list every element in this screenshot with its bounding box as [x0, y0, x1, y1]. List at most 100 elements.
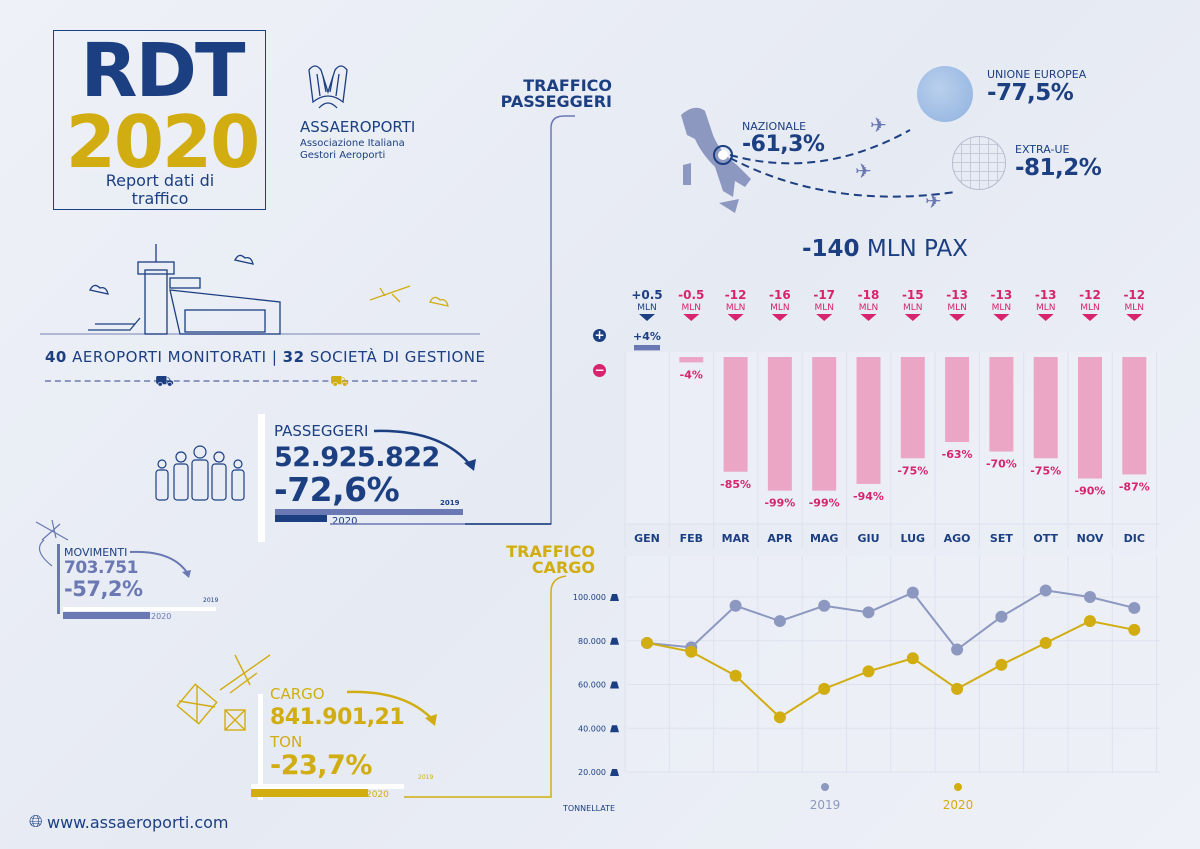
delta-unit: MLN — [770, 303, 790, 313]
bar-value-label: -90% — [1075, 485, 1106, 498]
title-line: TRAFFICO — [523, 76, 612, 95]
delta-unit: MLN — [1080, 303, 1100, 313]
cargo-change: -23,7% — [270, 750, 372, 781]
delta-label: -15 — [902, 288, 924, 302]
y-tick-label: 40.000 — [578, 724, 606, 733]
month-label: DIC — [1124, 532, 1145, 545]
org-desc-1: Associazione Italiana — [300, 138, 405, 149]
bar — [1033, 357, 1058, 459]
cargo-year-curr: 2020 — [366, 790, 389, 800]
cargo-accent-bar — [258, 694, 263, 800]
month-label: GEN — [634, 532, 660, 545]
data-point-2020 — [685, 645, 698, 658]
passengers-year-prev: 2019 — [440, 499, 460, 507]
movements-value: 703.751 — [64, 558, 138, 578]
title-line: PASSEGGERI — [500, 92, 612, 111]
plane-icon: ✈ — [870, 113, 887, 137]
down-triangle-icon — [727, 314, 744, 321]
series-line-2020 — [646, 620, 1135, 719]
bar — [767, 357, 792, 491]
legend-marker — [821, 783, 829, 791]
report-year: 2020 — [65, 100, 260, 184]
people-icon — [155, 445, 245, 501]
cargo-bar-2019 — [251, 784, 404, 789]
total-pax: -140 MLN PAX — [802, 236, 968, 262]
weight-icon — [610, 769, 619, 776]
passengers-bar-2020 — [275, 515, 327, 522]
passengers-label: PASSEGGERI — [274, 422, 369, 440]
delta-unit: MLN — [1036, 303, 1056, 313]
passengers-bar-2019 — [275, 509, 463, 515]
delta-unit: MLN — [682, 303, 702, 313]
delta-label: -13 — [991, 288, 1013, 302]
data-point-2019 — [818, 599, 831, 612]
airport-illustration — [40, 244, 480, 335]
y-axis-label: TONNELLATE — [562, 804, 615, 813]
bar — [945, 357, 970, 443]
down-triangle-icon — [904, 314, 921, 321]
stairs-icon: ⛟ — [155, 372, 174, 390]
delta-label: +0.5 — [631, 288, 662, 302]
separator: | — [271, 348, 278, 366]
bar-value-label: -75% — [1030, 464, 1061, 477]
delta-label: -13 — [1035, 288, 1057, 302]
movements-label: MOVIMENTI — [64, 546, 128, 559]
data-point-2019 — [1039, 584, 1052, 597]
nazionale-label: NAZIONALE — [742, 120, 807, 133]
globe-icon: 🌐︎ — [29, 812, 43, 832]
month-label: FEB — [680, 532, 703, 545]
data-point-2020 — [1039, 636, 1052, 649]
passengers-change: -72,6% — [274, 470, 400, 509]
month-label: LUG — [901, 532, 926, 545]
plane-icon: ✈ — [925, 189, 942, 213]
bar-value-label: -99% — [764, 497, 795, 510]
down-triangle-icon — [1082, 314, 1098, 321]
down-triangle-icon — [1037, 314, 1054, 321]
month-label: GIU — [857, 532, 879, 545]
legend-marker — [954, 783, 962, 791]
dashed-divider — [45, 380, 477, 382]
italy-map-icon — [681, 107, 751, 213]
cargo-bar-2020 — [251, 789, 368, 797]
delta-unit: MLN — [637, 303, 657, 313]
bar-value-label: +4% — [633, 330, 661, 343]
companies-count: 32 — [282, 348, 305, 366]
data-point-2019 — [729, 599, 742, 612]
data-point-2020 — [818, 682, 831, 695]
data-point-2020 — [862, 665, 875, 678]
series-line-2019 — [646, 589, 1135, 651]
ue-value: -77,5% — [987, 80, 1074, 106]
plane-takeoff-icon — [35, 519, 69, 567]
weight-icon — [610, 681, 619, 689]
total-pax-number: -140 — [802, 236, 860, 262]
bar-value-label: -85% — [720, 478, 751, 491]
report-title: RDT — [80, 28, 246, 114]
cargo-unit: TON — [270, 733, 303, 751]
data-point-2020 — [1128, 623, 1141, 636]
airports-count: 40 — [45, 348, 67, 366]
delta-unit: MLN — [726, 303, 746, 313]
bar — [1078, 357, 1102, 479]
website-link[interactable]: www.assaeroporti.com — [47, 813, 229, 832]
passenger-traffic-title: TRAFFICO PASSEGGERI — [490, 78, 612, 110]
delta-unit: MLN — [859, 303, 879, 313]
title-frame — [53, 30, 266, 210]
delta-label: -12 — [1079, 288, 1101, 302]
down-arrow-icon — [373, 429, 476, 471]
bar-plot-area — [625, 352, 1160, 524]
delta-label: -12 — [1123, 288, 1145, 302]
down-triangle-icon — [639, 314, 655, 321]
passengers-value: 52.925.822 — [274, 442, 440, 473]
down-triangle-icon — [683, 314, 700, 321]
data-point-2019 — [951, 643, 964, 656]
delta-label: -13 — [946, 288, 968, 302]
data-point-2020 — [729, 669, 742, 682]
weight-icon — [610, 725, 619, 733]
data-point-2019 — [906, 586, 919, 599]
org-description: Associazione Italiana Gestori Aeroporti — [300, 138, 405, 162]
eagle-logo-icon — [308, 65, 348, 109]
flight-routes: ✈ ✈ ✈ — [729, 113, 956, 213]
down-triangle-icon — [993, 314, 1010, 321]
globe-eu-icon — [917, 66, 973, 122]
data-point-2020 — [641, 636, 653, 649]
